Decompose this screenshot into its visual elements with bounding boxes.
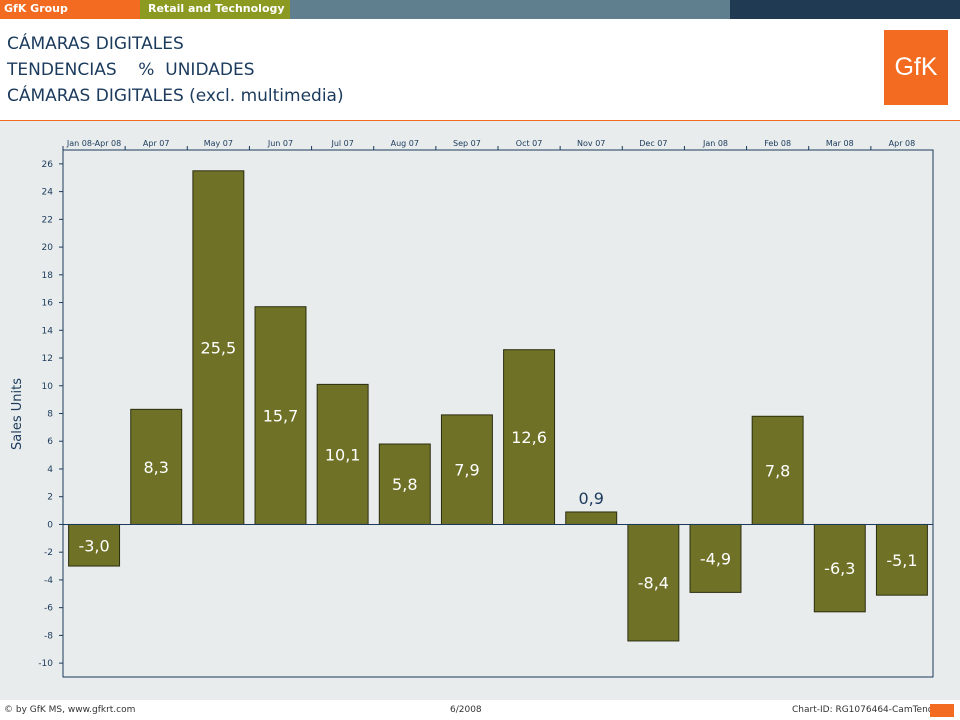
bar: [503, 349, 556, 525]
x-tick-label: Dec 07: [639, 139, 667, 148]
title-block: CÁMARAS DIGITALES TENDENCIAS % UNIDADES …: [7, 31, 344, 109]
y-tick-label: -8: [44, 631, 53, 641]
data-label: 8,3: [143, 458, 168, 477]
data-label: 5,8: [392, 475, 417, 494]
data-label: -4,9: [700, 549, 731, 568]
x-tick-label: Feb 08: [764, 139, 791, 148]
y-tick-label: -10: [38, 659, 53, 669]
gfk-mark-icon: [930, 704, 954, 717]
data-label: 7,8: [765, 461, 790, 480]
header-divider: [0, 120, 960, 121]
x-tick-label: May 07: [204, 139, 233, 148]
y-tick-label: 12: [42, 354, 53, 364]
y-tick-label: 16: [42, 299, 54, 309]
y-tick-label: 2: [47, 493, 53, 503]
y-tick-label: -2: [44, 548, 53, 558]
y-tick-label: -6: [44, 604, 53, 614]
y-tick-label: 22: [42, 215, 53, 225]
x-tick-label: Aug 07: [391, 139, 419, 148]
data-label: -3,0: [78, 536, 109, 555]
y-axis-label: Sales Units: [10, 378, 25, 450]
dark-segment: [730, 0, 960, 19]
bar: [751, 415, 804, 525]
y-tick-label: 20: [42, 243, 54, 253]
y-tick-label: 6: [47, 437, 53, 447]
bar: [689, 523, 742, 593]
x-tick-label: Nov 07: [577, 139, 605, 148]
x-tick-label: Sep 07: [453, 139, 481, 148]
bar: [627, 523, 680, 642]
data-label: 25,5: [201, 339, 237, 358]
data-label: 12,6: [511, 428, 547, 447]
division-label: Retail and Technology: [148, 2, 285, 15]
data-label: 7,9: [454, 461, 479, 480]
page-subtitle-2: CÁMARAS DIGITALES (excl. multimedia): [7, 86, 344, 106]
data-label: -5,1: [886, 551, 917, 570]
bar: [565, 511, 618, 525]
y-tick-label: 26: [42, 160, 54, 170]
bar: [192, 170, 245, 525]
mid-segment: [290, 0, 730, 19]
y-tick-label: 14: [42, 326, 54, 336]
date-text: 6/2008: [450, 705, 482, 715]
y-tick-label: 10: [42, 382, 54, 392]
bar-series: [68, 170, 928, 642]
division-segment: [140, 0, 290, 19]
brand-segment: [0, 0, 140, 19]
bar: [875, 523, 928, 596]
top-bar: GfK Group Retail and Technology: [0, 0, 960, 19]
bar: [254, 306, 307, 525]
data-label: -6,3: [824, 559, 855, 578]
bar: [440, 414, 493, 525]
y-tick-label: -4: [44, 576, 53, 586]
x-tick-label: Apr 08: [889, 139, 916, 148]
y-tick-label: 18: [42, 271, 54, 281]
bar: [130, 408, 183, 525]
bar: [68, 523, 121, 567]
y-tick-label: 24: [42, 188, 54, 198]
page-title: CÁMARAS DIGITALES: [7, 34, 184, 54]
category-axis: Jan 08-Apr 08 Apr 07 May 07 Jun 07 Jul 07 Aug…: [62, 139, 933, 151]
x-tick-label: Oct 07: [516, 139, 543, 148]
bar: [813, 523, 866, 613]
x-tick-label: Jan 08-Apr 08: [66, 139, 121, 148]
y-tick-label: 4: [47, 465, 53, 475]
y-tick-label: 8: [47, 410, 53, 420]
bar: [378, 443, 431, 525]
footer: © by GfK MS, www.gfkrt.com 6/2008 Chart-…: [0, 700, 960, 720]
x-tick-label: Mar 08: [826, 139, 854, 148]
copyright-text: © by GfK MS, www.gfkrt.com: [4, 705, 136, 715]
bar: [316, 383, 369, 525]
x-tick-label: Jan 08: [702, 139, 728, 148]
data-labels: -3,0 8,3 25,5 15,7 10,1 5,8 7,9 12,6 0,9 -8,4 -4,9…: [78, 339, 917, 593]
page-subtitle: TENDENCIAS % UNIDADES: [7, 60, 255, 80]
data-label: 0,9: [578, 489, 603, 508]
x-tick-label: Jun 07: [267, 139, 293, 148]
x-tick-label: Apr 07: [143, 139, 170, 148]
data-label: -8,4: [638, 574, 669, 593]
gfk-logo: GfK: [884, 30, 948, 105]
x-tick-label: Jul 07: [330, 139, 353, 148]
data-label: 10,1: [325, 445, 361, 464]
y-tick-label: 0: [47, 520, 53, 530]
brand-label: GfK Group: [4, 2, 68, 15]
chart-id-text: Chart-ID: RG1076464-CamTend_E: [792, 705, 944, 715]
data-label: 15,7: [263, 407, 299, 426]
